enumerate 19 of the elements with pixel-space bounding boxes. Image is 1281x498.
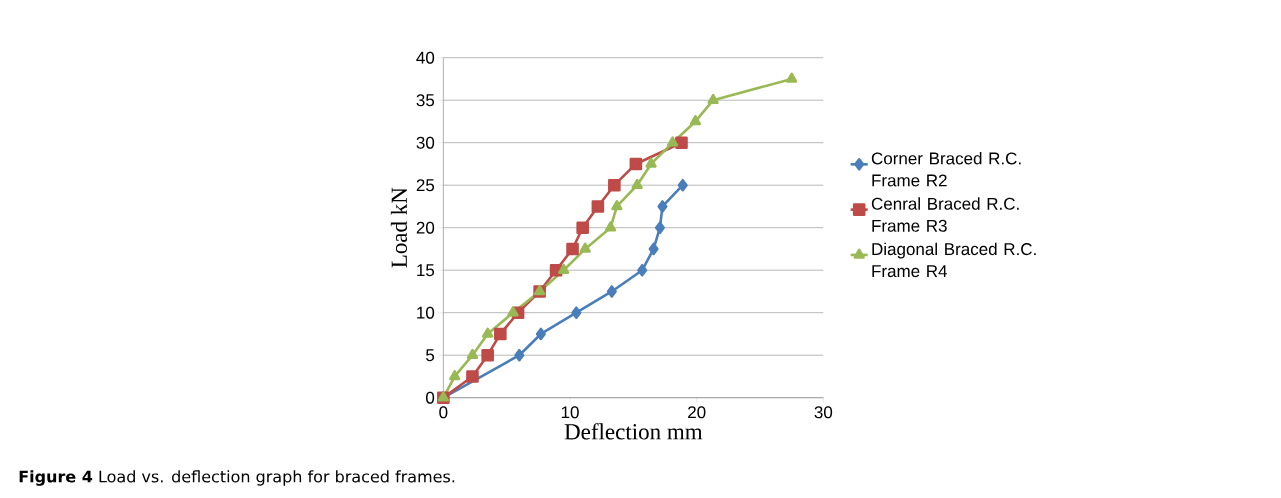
y-tick-label: 35 [416,94,435,107]
legend-label: Corner Braced R.C. Frame R2 [871,152,1021,187]
x-tick-label: 10 [561,406,579,419]
y-tick-label: 20 [416,221,435,234]
x-tick-label: 20 [688,406,706,419]
y-tick-label: 30 [416,136,435,149]
x-tick-label: 0 [439,406,448,419]
legend-label: Diagonal Braced R.C. Frame R4 [872,242,1036,278]
y-tick-label: 15 [417,264,435,277]
y-tick-label: 40 [416,51,435,64]
y-axis-title: Load kN [390,187,408,268]
y-tick-label: 10 [417,306,435,319]
text: Figure 4 Load vs. deflection graph for braced frames. [19,470,455,486]
y-tick-label: 5 [426,349,435,362]
y-tick-label: 25 [416,179,435,192]
y-tick-label: 0 [426,391,435,404]
x-tick-label: 30 [814,406,833,419]
legend-label: Cenral Braced R.C. Frame R3 [871,197,1019,232]
x-axis-title: Deflection mm [564,423,703,440]
